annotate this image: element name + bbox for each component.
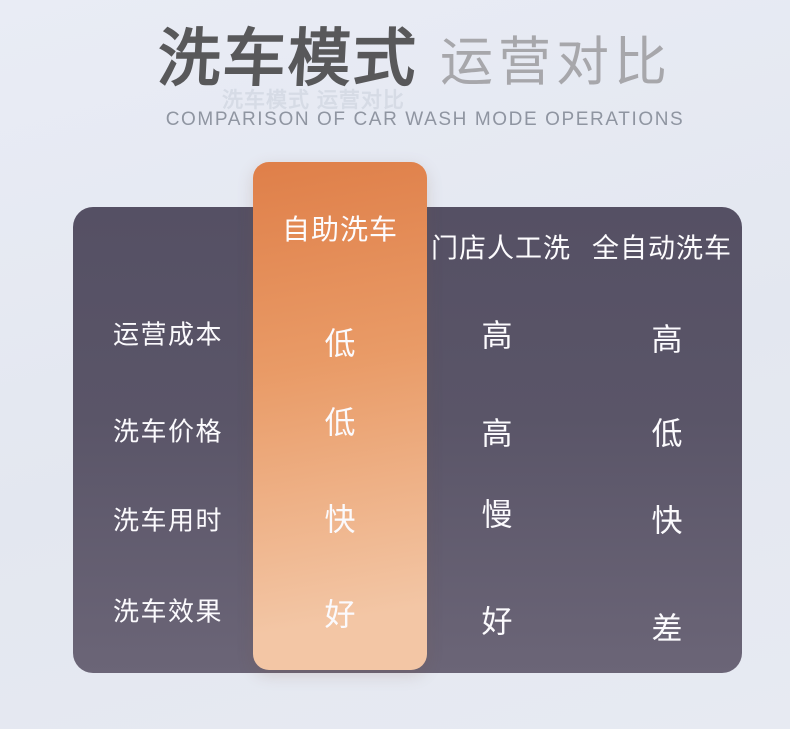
table-cell: 好 bbox=[324, 597, 356, 633]
title-reflection: 洗车模式 运营对比 bbox=[222, 89, 405, 112]
page-title-primary: 洗车模式 bbox=[155, 24, 420, 94]
table-cell: 高 bbox=[481, 416, 513, 452]
row-label-wash-effect: 洗车效果 bbox=[113, 596, 224, 627]
table-cell: 高 bbox=[481, 318, 513, 354]
row-label-wash-time: 洗车用时 bbox=[113, 505, 224, 536]
table-cell: 好 bbox=[481, 604, 513, 640]
table-cell: 低 bbox=[651, 416, 683, 452]
page-title: 洗车模式 运营对比 bbox=[40, 8, 790, 99]
column-header-self-service-wash: 自助洗车 bbox=[281, 214, 399, 245]
table-cell: 低 bbox=[324, 326, 356, 362]
page-title-secondary: 运营对比 bbox=[440, 33, 672, 92]
highlight-column-self-service bbox=[253, 162, 427, 670]
table-cell: 慢 bbox=[481, 497, 513, 533]
table-cell: 快 bbox=[651, 503, 683, 539]
subtitle-en: COMPARISON OF CAR WASH MODE OPERATIONS bbox=[165, 109, 685, 130]
table-cell: 快 bbox=[324, 502, 356, 538]
column-header-automatic-wash: 全自动洗车 bbox=[592, 233, 732, 264]
row-label-operating-cost: 运营成本 bbox=[113, 319, 224, 350]
table-cell: 高 bbox=[651, 322, 683, 358]
row-label-wash-price: 洗车价格 bbox=[113, 416, 224, 447]
table-cell: 低 bbox=[324, 405, 356, 441]
column-header-store-manual-wash: 门店人工洗 bbox=[431, 233, 571, 264]
table-cell: 差 bbox=[651, 611, 683, 647]
